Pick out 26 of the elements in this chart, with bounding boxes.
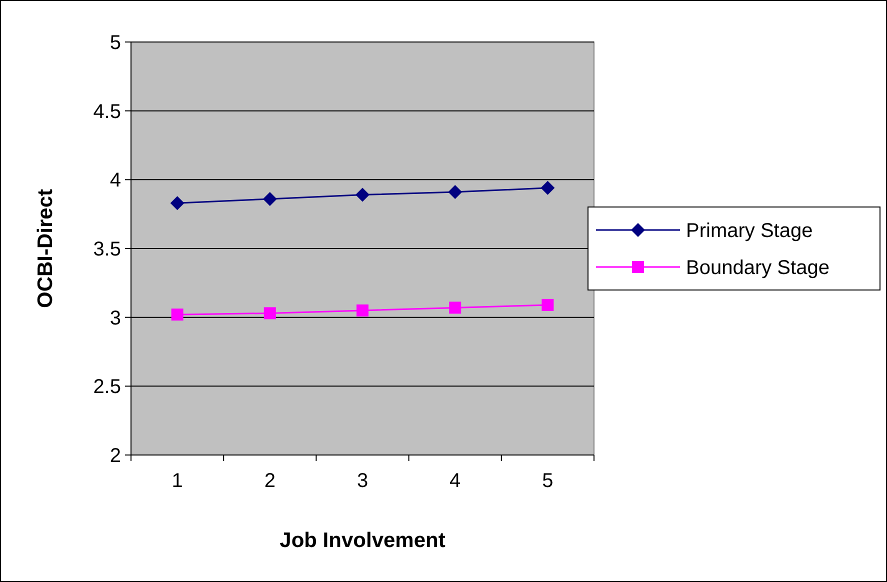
y-axis-title: OCBI-Direct: [34, 188, 57, 308]
legend-label: Primary Stage: [686, 220, 813, 242]
point: [356, 188, 370, 202]
point: [264, 307, 276, 320]
x-tick-label: 1: [172, 470, 183, 492]
point: [262, 192, 277, 206]
y-tick-label: 2.5: [93, 376, 121, 398]
x-axis-title: Job Involvement: [280, 529, 446, 552]
y-tick-label: 3: [110, 307, 121, 330]
y-tick-label: 5: [110, 32, 121, 54]
x-tick-label: 5: [542, 470, 554, 492]
point: [171, 308, 184, 321]
point: [170, 196, 184, 210]
y-tick-label: 3.5: [93, 238, 121, 260]
point: [540, 180, 555, 195]
y-tick-label: 4: [110, 170, 121, 192]
x-tick-label: 3: [356, 470, 368, 492]
point: [356, 304, 368, 316]
point: [448, 185, 462, 200]
y-tick-label: 2: [110, 445, 121, 467]
x-tick-label: 4: [450, 470, 461, 492]
y-tick-label: 4.5: [93, 100, 121, 123]
x-tick-label: 2: [264, 470, 276, 492]
legend-label: Boundary Stage: [686, 257, 830, 279]
point: [542, 298, 554, 311]
point: [449, 302, 462, 314]
